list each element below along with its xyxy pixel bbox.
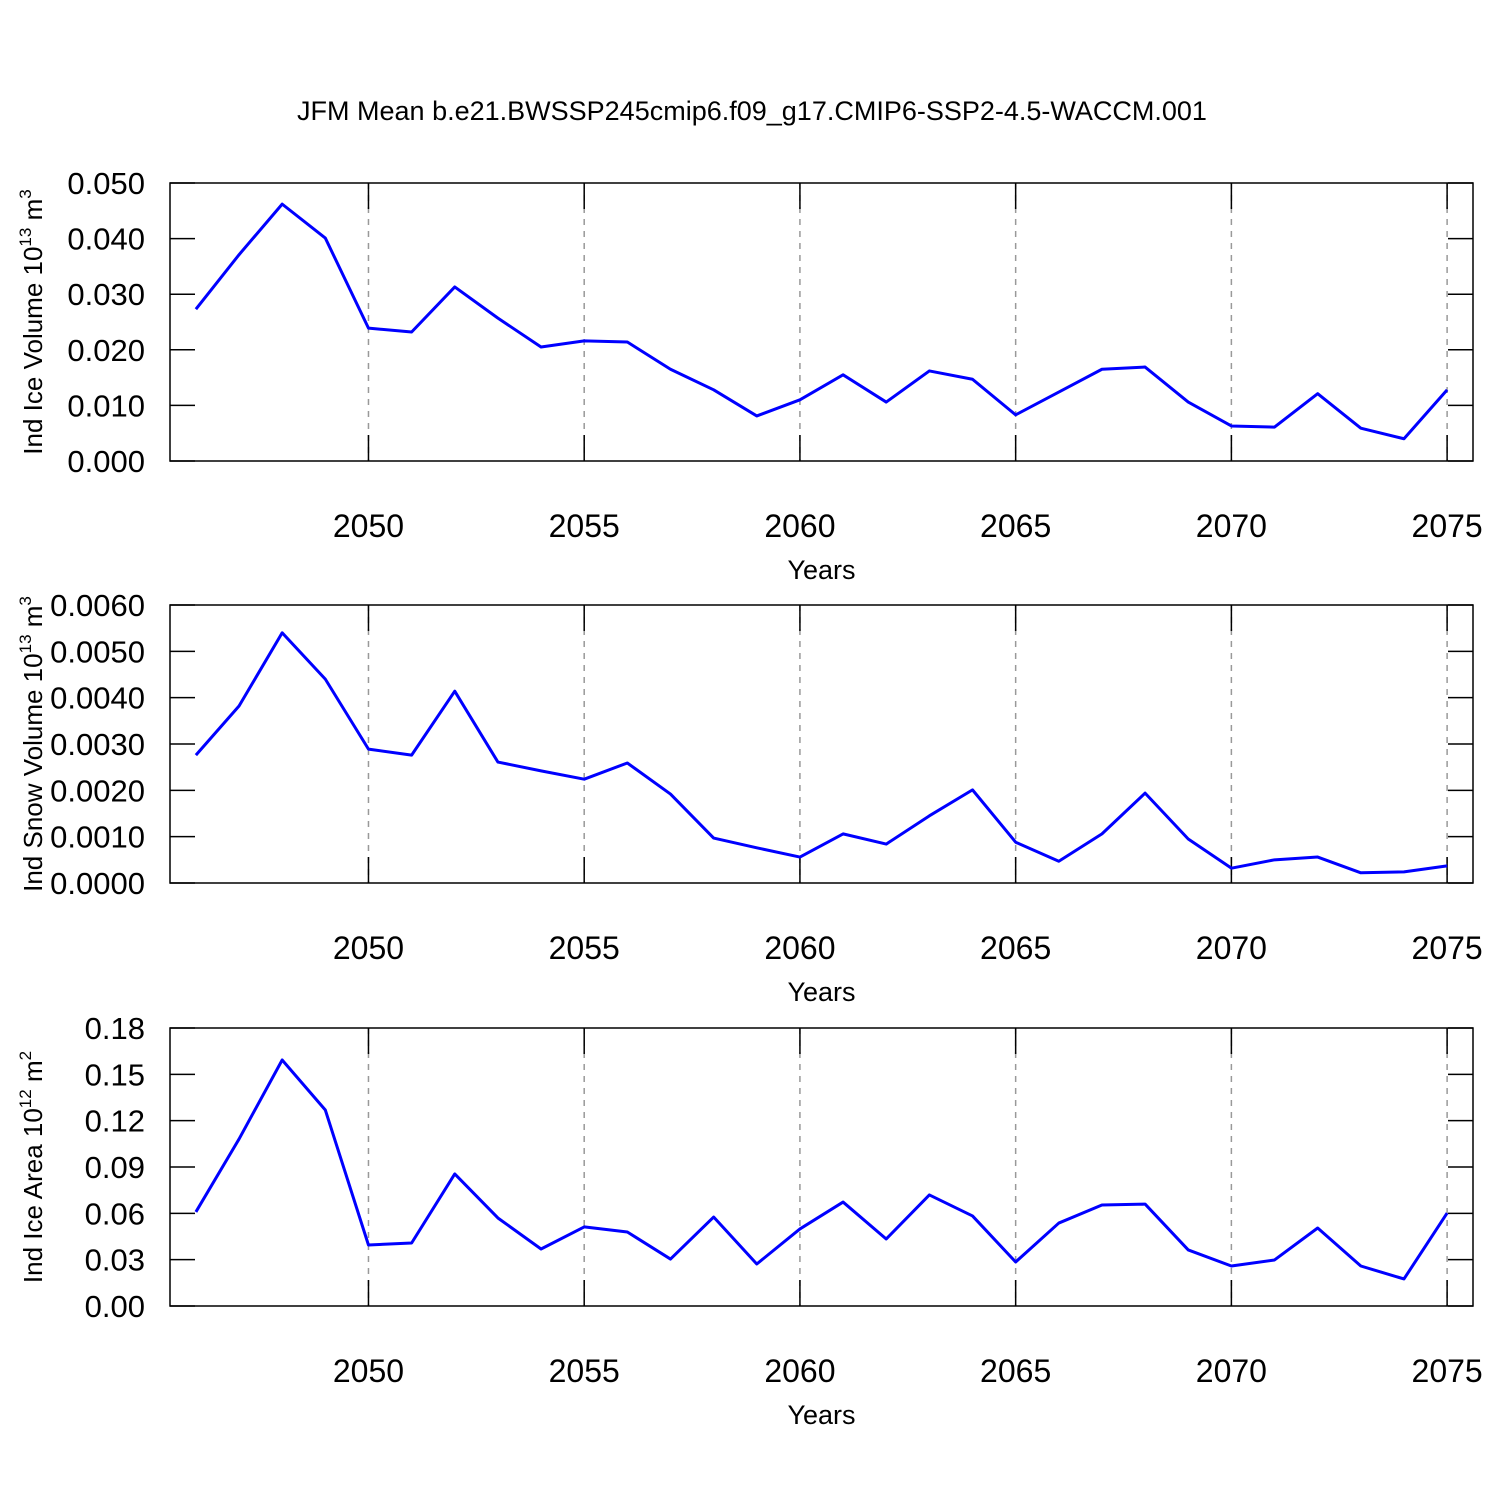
y-axis-label-part: 3 xyxy=(16,189,35,198)
y-axis-label-part: 13 xyxy=(16,228,35,247)
plot-frame xyxy=(169,604,1474,884)
x-tick-label: 2065 xyxy=(980,508,1051,544)
y-tick-label: 0.0040 xyxy=(50,681,145,716)
y-tick-label: 0.15 xyxy=(85,1057,145,1092)
x-tick-label: 2070 xyxy=(1196,508,1267,544)
x-tick-label: 2075 xyxy=(1412,508,1483,544)
data-line xyxy=(194,631,1448,875)
y-tick-label: 0.050 xyxy=(67,166,145,201)
figure-title: JFM Mean b.e21.BWSSP245cmip6.f09_g17.CMI… xyxy=(297,96,1207,126)
x-tick-label: 2055 xyxy=(549,930,620,966)
y-tick-label: 0.020 xyxy=(67,333,145,368)
y-axis-label-part: Ind Ice Volume 10 xyxy=(18,247,48,455)
x-tick-label: 2050 xyxy=(333,1353,404,1389)
y-axis-label-part: Ind Snow Volume 10 xyxy=(18,653,48,892)
y-tick-label: 0.06 xyxy=(85,1196,145,1231)
y-tick-label: 0.040 xyxy=(67,222,145,257)
plot-frame xyxy=(169,1027,1474,1307)
y-tick-label: 0.0000 xyxy=(50,866,145,901)
x-tick-label: 2060 xyxy=(764,930,835,966)
x-tick-label: 2060 xyxy=(764,1353,835,1389)
y-tick-label: 0.010 xyxy=(67,388,145,423)
y-axis-label-part: m xyxy=(18,199,48,228)
y-tick-label: 0.000 xyxy=(67,444,145,479)
y-axis-label-part: 3 xyxy=(16,596,35,605)
y-tick-label: 0.0030 xyxy=(50,727,145,762)
y-axis-label: Ind Snow Volume 1013 m3 xyxy=(16,596,48,892)
x-tick-label: 2075 xyxy=(1412,930,1483,966)
y-tick-label: 0.03 xyxy=(85,1243,145,1278)
x-tick-label: 2070 xyxy=(1196,930,1267,966)
x-axis-label: Years xyxy=(787,1400,855,1430)
y-axis-label: Ind Ice Volume 1013 m3 xyxy=(16,189,48,454)
data-line xyxy=(194,202,1449,441)
x-tick-label: 2050 xyxy=(333,930,404,966)
x-tick-label: 2075 xyxy=(1412,1353,1483,1389)
y-axis-label: Ind Ice Area 1012 m2 xyxy=(16,1051,48,1283)
y-axis-label-part: 12 xyxy=(16,1089,35,1108)
y-axis-label-part: 2 xyxy=(16,1051,35,1060)
x-tick-label: 2055 xyxy=(549,508,620,544)
y-axis-label-part: 13 xyxy=(16,634,35,653)
x-axis-label: Years xyxy=(787,555,855,585)
x-tick-label: 2050 xyxy=(333,508,404,544)
y-axis-label-part: Ind Ice Area 10 xyxy=(18,1108,48,1283)
y-tick-label: 0.0020 xyxy=(50,773,145,808)
y-tick-label: 0.12 xyxy=(85,1104,145,1139)
x-tick-label: 2060 xyxy=(764,508,835,544)
plot-frame xyxy=(169,182,1474,462)
x-tick-label: 2070 xyxy=(1196,1353,1267,1389)
y-tick-label: 0.18 xyxy=(85,1011,145,1046)
x-axis-label: Years xyxy=(787,977,855,1007)
y-tick-label: 0.0060 xyxy=(50,588,145,623)
y-axis-label-part: m xyxy=(18,606,48,635)
y-tick-label: 0.00 xyxy=(85,1289,145,1324)
y-axis-label-part: m xyxy=(18,1060,48,1089)
x-tick-label: 2065 xyxy=(980,930,1051,966)
x-tick-label: 2055 xyxy=(549,1353,620,1389)
x-tick-label: 2065 xyxy=(980,1353,1051,1389)
y-tick-label: 0.0010 xyxy=(50,820,145,855)
data-line xyxy=(194,1058,1449,1281)
y-tick-label: 0.0050 xyxy=(50,634,145,669)
y-tick-label: 0.030 xyxy=(67,277,145,312)
y-tick-label: 0.09 xyxy=(85,1150,145,1185)
